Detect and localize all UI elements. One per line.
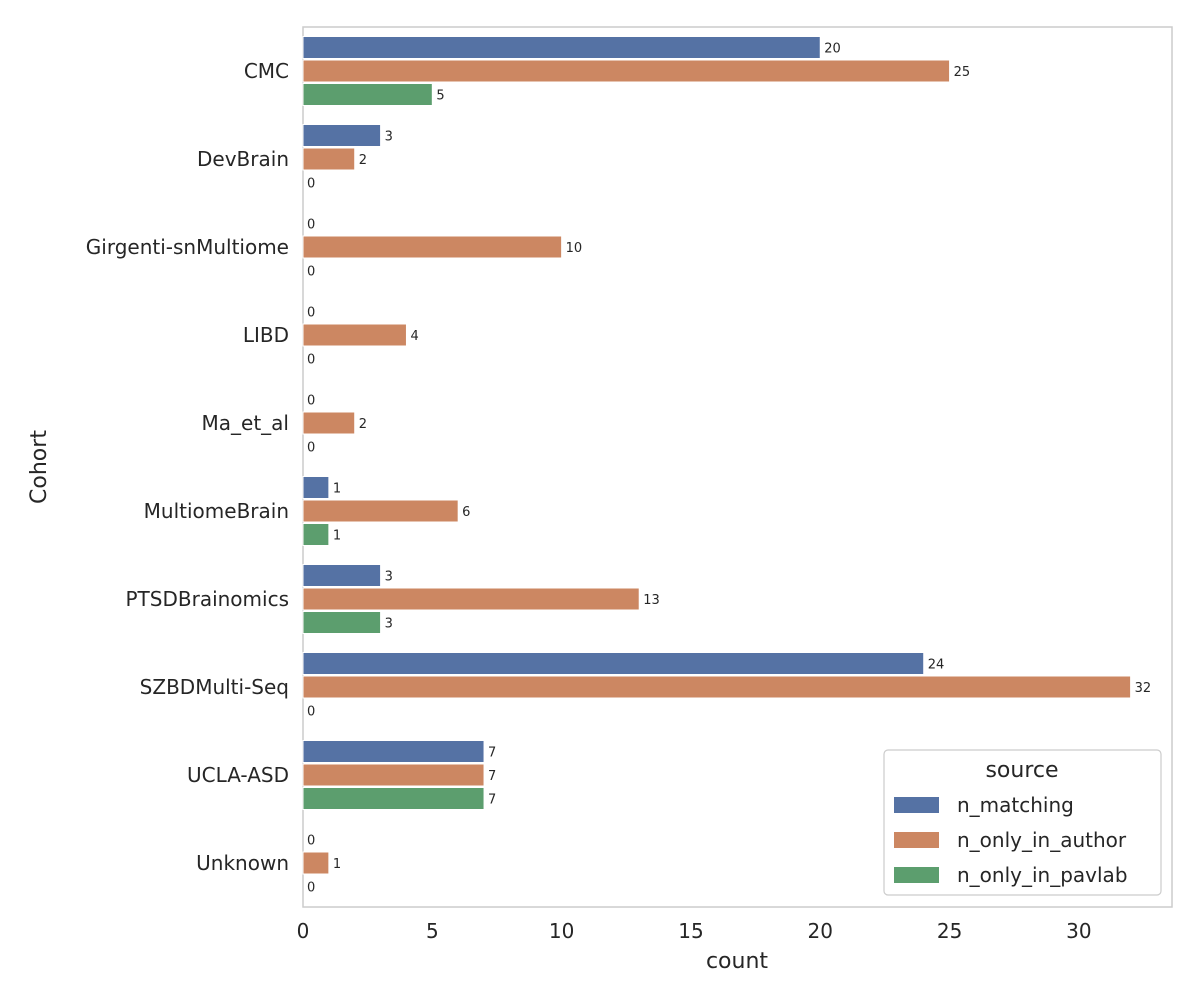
legend-box — [883, 749, 1162, 896]
data-label: 0 — [307, 265, 315, 280]
legend-title: source — [985, 758, 1058, 783]
x-tick-label: 20 — [808, 919, 833, 943]
bar-n_only_in_author — [302, 851, 330, 875]
data-label: 1 — [333, 482, 341, 497]
x-tick-label: 0 — [297, 919, 310, 943]
bar-n_matching — [302, 740, 485, 763]
data-label: 20 — [824, 42, 841, 57]
data-label: 6 — [462, 505, 470, 520]
bar-n_only_in_author — [302, 411, 356, 435]
bar-n_matching — [302, 124, 382, 147]
bar-n_only_in_pavlab — [302, 611, 382, 634]
x-tick-label: 30 — [1066, 919, 1091, 943]
bar-n_only_in_pavlab — [302, 787, 485, 810]
bar-n_matching — [302, 36, 821, 59]
y-tick-label: LIBD — [243, 323, 289, 347]
data-label: 2 — [359, 153, 367, 168]
y-tick-label: Girgenti-snMultiome — [86, 235, 289, 259]
legend-entry: n_matching — [957, 793, 1074, 817]
legend-entry: n_only_in_author — [957, 828, 1127, 852]
data-label: 0 — [307, 705, 315, 720]
y-tick-label: DevBrain — [197, 147, 289, 171]
legend-swatch — [894, 867, 939, 883]
bar-n_only_in_author — [302, 763, 485, 787]
y-tick-label: UCLA-ASD — [187, 763, 289, 787]
bar-n_only_in_author — [302, 499, 459, 523]
data-label: 25 — [954, 65, 971, 80]
data-label: 0 — [307, 441, 315, 456]
data-label: 24 — [928, 658, 945, 673]
bars-group — [302, 36, 1132, 875]
data-label: 7 — [488, 746, 496, 761]
y-axis-label: Cohort — [27, 430, 52, 504]
y-tick-labels: CMC DevBrain Girgenti-snMultiome LIBD Ma_et_… — [86, 59, 289, 875]
y-tick-label: PTSDBrainomics — [126, 587, 290, 611]
bar-n_only_in_author — [302, 587, 640, 611]
y-tick-label: Unknown — [196, 851, 289, 875]
data-label: 0 — [307, 394, 315, 409]
data-label: 32 — [1135, 681, 1152, 696]
data-label: 13 — [643, 593, 660, 608]
data-label: 3 — [385, 617, 393, 632]
bar-n_only_in_author — [302, 235, 563, 259]
data-label: 7 — [488, 793, 496, 808]
data-label: 1 — [333, 529, 341, 544]
x-tick-label: 5 — [426, 919, 439, 943]
data-label: 3 — [385, 570, 393, 585]
bar-n_matching — [302, 564, 382, 587]
bar-n_only_in_author — [302, 147, 356, 171]
bar-n_only_in_author — [302, 323, 407, 347]
data-label: 3 — [385, 130, 393, 145]
bar-n_only_in_pavlab — [302, 523, 330, 546]
bar-n_matching — [302, 652, 925, 675]
data-label: 1 — [333, 857, 341, 872]
data-label: 4 — [410, 329, 418, 344]
data-label: 7 — [488, 769, 496, 784]
data-label: 0 — [307, 881, 315, 896]
x-tick-labels: 0 5 10 15 20 25 30 — [297, 919, 1092, 943]
data-label: 5 — [436, 89, 444, 104]
legend-swatch — [894, 797, 939, 813]
bar-n_matching — [302, 476, 330, 499]
data-label: 2 — [359, 417, 367, 432]
x-tick-label: 25 — [937, 919, 962, 943]
bar-n_only_in_author — [302, 59, 951, 83]
y-tick-label: Ma_et_al — [202, 411, 289, 435]
bar-n_only_in_pavlab — [302, 83, 433, 106]
plot-frame — [302, 26, 1173, 908]
bar-n_only_in_author — [302, 675, 1132, 699]
data-label: 10 — [566, 241, 583, 256]
x-tick-label: 10 — [549, 919, 574, 943]
data-label: 0 — [307, 834, 315, 849]
legend: source n_matching n_only_in_author n_only_… — [883, 749, 1162, 896]
legend-swatch — [894, 832, 939, 848]
legend-entry: n_only_in_pavlab — [957, 863, 1128, 887]
x-tick-label: 15 — [678, 919, 703, 943]
data-label: 0 — [307, 177, 315, 192]
y-tick-label: MultiomeBrain — [144, 499, 289, 523]
y-tick-label: SZBDMulti-Seq — [140, 675, 289, 699]
data-label: 0 — [307, 306, 315, 321]
data-label: 0 — [307, 353, 315, 368]
x-axis-label: count — [706, 949, 768, 974]
data-label: 0 — [307, 218, 315, 233]
y-tick-label: CMC — [244, 59, 289, 83]
